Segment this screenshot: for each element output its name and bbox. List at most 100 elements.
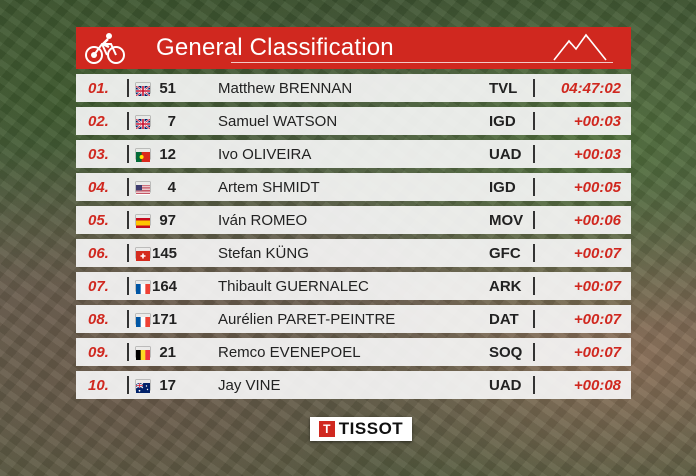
- time-gap: +00:03: [573, 112, 621, 130]
- rider-name: Matthew BRENNAN: [218, 79, 353, 97]
- rider-number: 21: [159, 343, 176, 361]
- column-divider: [127, 145, 129, 163]
- team-code: SOQ: [489, 343, 523, 361]
- rank-position: 05.: [88, 211, 109, 229]
- column-divider: [127, 178, 129, 196]
- rider-number: 12: [159, 145, 176, 163]
- column-divider: [127, 277, 129, 295]
- team-code: IGD: [489, 178, 516, 196]
- rider-number: 97: [159, 211, 176, 229]
- rider-name: Artem SHMIDT: [218, 178, 320, 196]
- sponsor-logo: T TISSOT: [310, 417, 412, 441]
- rider-number: 51: [159, 79, 176, 97]
- standings-row: 04. 4 Artem SHMIDT IGD +00:05: [76, 173, 631, 201]
- column-divider: [127, 244, 129, 262]
- rank-position: 08.: [88, 310, 109, 328]
- au-flag-icon: [135, 380, 150, 393]
- team-code: MOV: [489, 211, 524, 229]
- column-divider: [533, 178, 535, 196]
- team-code: ARK: [489, 277, 522, 295]
- fr-flag-icon: [136, 314, 150, 327]
- rider-number: 4: [167, 178, 176, 196]
- rider-number: 171: [152, 310, 178, 328]
- time-gap: +00:07: [573, 310, 621, 328]
- time-gap: +00:05: [573, 178, 621, 196]
- cyclist-icon: [76, 27, 136, 69]
- rank-position: 10.: [88, 376, 109, 394]
- rider-name: Thibault GUERNALEC: [218, 277, 369, 295]
- column-divider: [533, 145, 535, 163]
- time-gap: +00:07: [573, 343, 621, 361]
- rank-position: 03.: [88, 145, 109, 163]
- standings-row: 09. 21 Remco EVENEPOEL SOQ +00:07: [76, 338, 631, 366]
- team-code: TVL: [489, 79, 518, 97]
- gb-flag-icon: [135, 116, 151, 130]
- standings-row: 10. 17 Jay VINE UAD +00:08: [76, 371, 631, 399]
- rider-name: Iván ROMEO: [218, 211, 308, 229]
- rider-name: Jay VINE: [218, 376, 281, 394]
- rider-name: Samuel WATSON: [218, 112, 338, 130]
- team-code: DAT: [489, 310, 519, 328]
- rider-name: Ivo OLIVEIRA: [218, 145, 312, 163]
- gb-flag-icon: [135, 83, 151, 97]
- standings-row: 06. 145 Stefan KÜNG GFC +00:07: [76, 239, 631, 267]
- team-code: UAD: [489, 376, 522, 394]
- rider-name: Stefan KÜNG: [218, 244, 309, 262]
- time-gap: +00:06: [573, 211, 621, 229]
- rider-number: 7: [167, 112, 176, 130]
- rank-position: 02.: [88, 112, 109, 130]
- standings-row: 02. 7 Samuel WATSON IGD +00:03: [76, 107, 631, 135]
- es-flag-icon: [136, 215, 150, 228]
- team-code: IGD: [489, 112, 516, 130]
- column-divider: [127, 112, 129, 130]
- rank-position: 07.: [88, 277, 109, 295]
- time-gap: +00:08: [573, 376, 621, 394]
- rank-position: 09.: [88, 343, 109, 361]
- column-divider: [533, 112, 535, 130]
- standings-row: 01. 51 Matthew BRENNAN TVL 04:47:02: [76, 74, 631, 102]
- header-rule: [231, 62, 613, 63]
- rider-number: 17: [159, 376, 176, 394]
- column-divider: [127, 211, 129, 229]
- classification-panel: General Classification 01. 51 Matthew BREN…: [76, 27, 631, 404]
- pt-flag-icon: [136, 149, 150, 162]
- standings-row: 05. 97 Iván ROMEO MOV +00:06: [76, 206, 631, 234]
- column-divider: [533, 277, 535, 295]
- mountain-icon: [553, 32, 607, 67]
- time-gap: +00:03: [573, 145, 621, 163]
- rider-number: 164: [152, 277, 178, 295]
- rank-position: 04.: [88, 178, 109, 196]
- column-divider: [127, 310, 129, 328]
- time-gap: +00:07: [573, 277, 621, 295]
- column-divider: [127, 376, 129, 394]
- panel-header: General Classification: [76, 27, 631, 69]
- page-title: General Classification: [156, 34, 394, 61]
- rider-name: Aurélien PARET-PEINTRE: [218, 310, 396, 328]
- rank-position: 01.: [88, 79, 109, 97]
- standings-row: 07. 164 Thibault GUERNALEC ARK +00:07: [76, 272, 631, 300]
- rider-name: Remco EVENEPOEL: [218, 343, 361, 361]
- us-flag-icon: [136, 182, 150, 195]
- sponsor-mark: T: [318, 421, 335, 437]
- rank-position: 06.: [88, 244, 109, 262]
- standings-row: 03. 12 Ivo OLIVEIRA UAD +00:03: [76, 140, 631, 168]
- ch-flag-icon: [136, 248, 150, 261]
- fr-flag-icon: [136, 281, 150, 294]
- time-gap: 04:47:02: [560, 79, 621, 97]
- column-divider: [533, 310, 535, 328]
- standings-row: 08. 171 Aurélien PARET-PEINTRE DAT +00:07: [76, 305, 631, 333]
- team-code: UAD: [489, 145, 522, 163]
- standings-list: 01. 51 Matthew BRENNAN TVL 04:47:02 02. 7 Samue…: [76, 74, 631, 399]
- column-divider: [533, 211, 535, 229]
- time-gap: +00:07: [573, 244, 621, 262]
- team-code: GFC: [489, 244, 521, 262]
- sponsor-name: TISSOT: [338, 419, 404, 438]
- column-divider: [127, 79, 129, 97]
- rider-number: 145: [152, 244, 178, 262]
- column-divider: [533, 343, 535, 361]
- be-flag-icon: [136, 347, 150, 360]
- column-divider: [533, 376, 535, 394]
- column-divider: [533, 244, 535, 262]
- column-divider: [533, 79, 535, 97]
- column-divider: [127, 343, 129, 361]
